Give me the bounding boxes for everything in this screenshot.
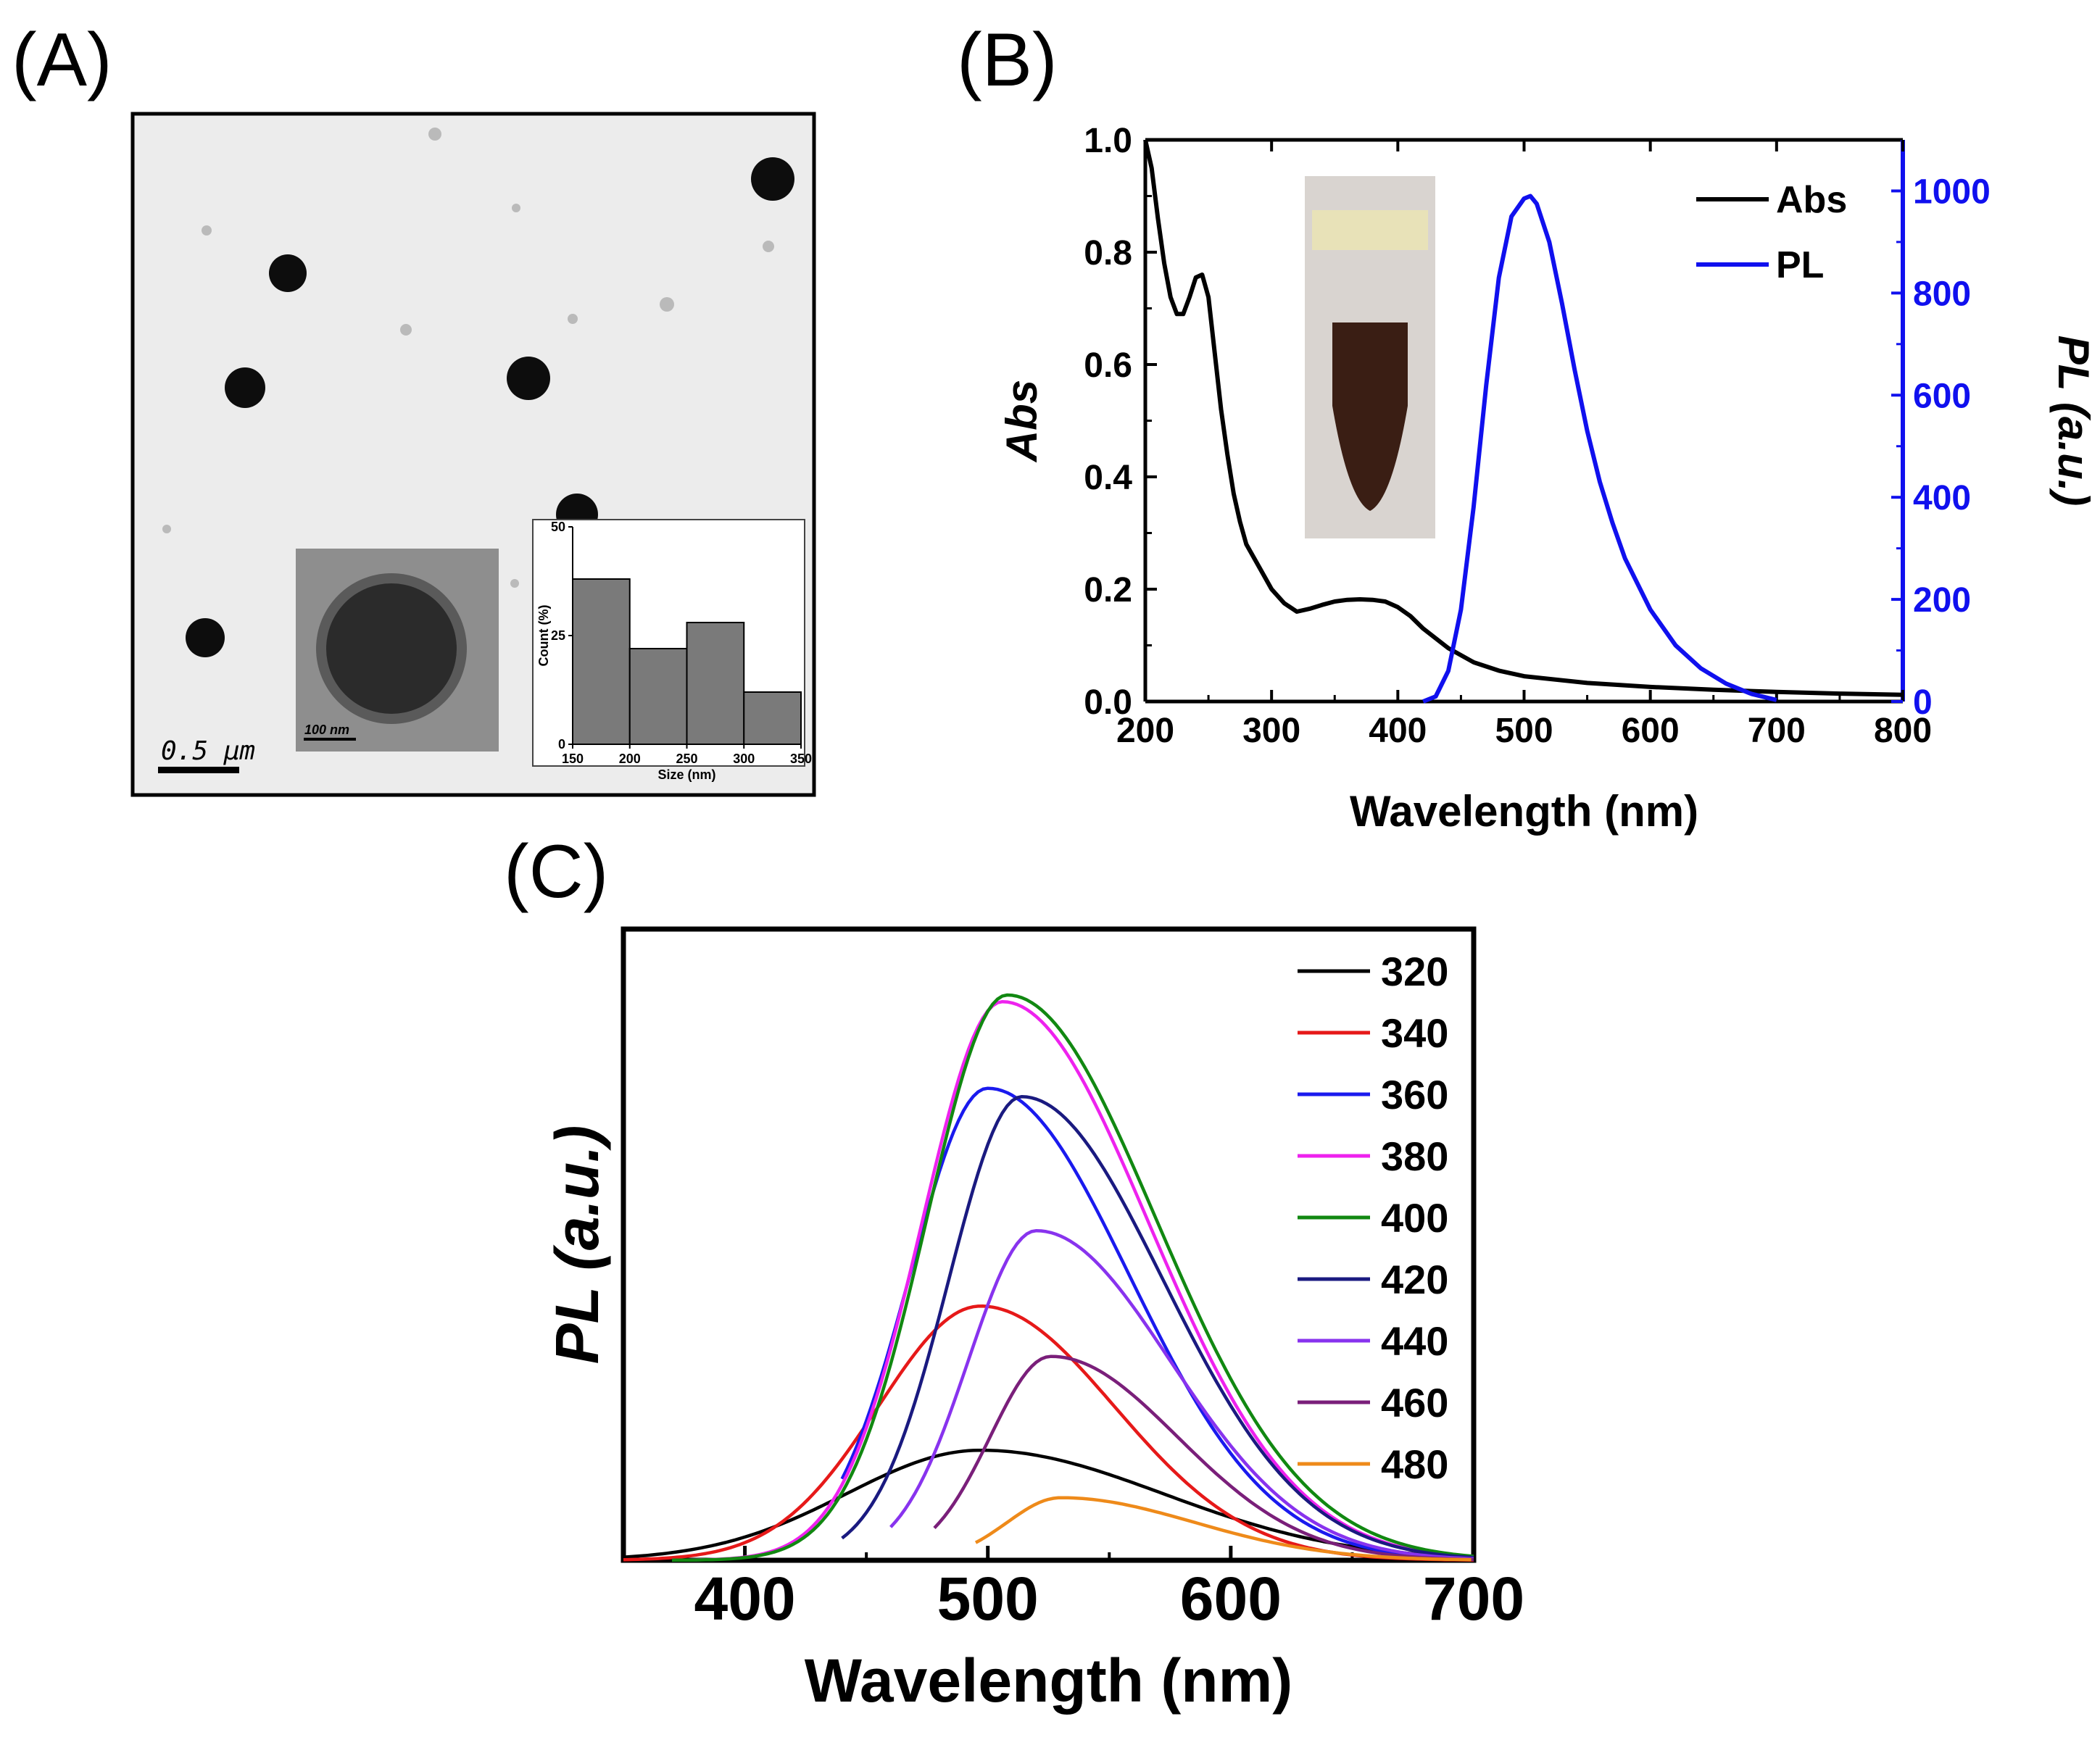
b-x-tick-label: 300 (1242, 712, 1300, 750)
c-legend-label-380: 380 (1381, 1133, 1448, 1179)
b-x-tick-label: 500 (1495, 712, 1553, 750)
b-y2-tick-label: 1000 (1913, 172, 1991, 211)
panel-a-label: (A) (12, 18, 112, 102)
c-legend-label-420: 420 (1381, 1257, 1448, 1302)
c-series-480 (974, 1496, 1472, 1562)
inset-scale-bar-label: 100 nm (304, 723, 349, 737)
b-y2-axis-title: PL (a.u.) (2049, 336, 2098, 507)
b-y-tick-label: 0.8 (1084, 234, 1132, 272)
c-series-340 (623, 1304, 1474, 1562)
b-y2-tick-label: 600 (1913, 377, 1971, 415)
micrograph-debris (162, 128, 774, 588)
hist-x-axis-title: Size (nm) (657, 767, 715, 782)
hist-y-tick-label: 0 (558, 737, 565, 752)
b-x-axis-title: Wavelength (nm) (1350, 787, 1698, 836)
b-y-tick-label: 0.2 (1084, 571, 1132, 609)
b-series-abs (1143, 139, 1904, 697)
hist-x-tick-label: 200 (619, 752, 641, 766)
hist-x-tick-label: 350 (790, 752, 812, 766)
b-y2-tick-label: 0 (1913, 683, 1933, 722)
b-x-tick-label: 700 (1748, 712, 1806, 750)
micrograph-particles (186, 157, 794, 657)
c-y-axis-title: PL (a.u.) (543, 1125, 611, 1365)
tem-inset: 100 nm (296, 549, 499, 752)
c-legend-label-440: 440 (1381, 1318, 1448, 1364)
b-x-tick-label: 600 (1622, 712, 1680, 750)
hist-x-tick-label: 250 (676, 752, 697, 766)
b-legend-label-pl: PL (1776, 244, 1824, 286)
vial-liquid (1332, 322, 1408, 511)
b-legend-label-abs: Abs (1776, 179, 1847, 221)
c-legend-label-360: 360 (1381, 1072, 1448, 1117)
c-legend-label-320: 320 (1381, 949, 1448, 994)
hist-bar (572, 578, 631, 745)
hist-bar (628, 648, 688, 745)
tem-particle-core (326, 583, 457, 714)
b-y-tick-label: 0.0 (1084, 683, 1132, 722)
hist-bar (686, 622, 745, 745)
hist-x-tick-label: 150 (562, 752, 584, 766)
c-series-380 (672, 999, 1474, 1562)
c-series-420 (841, 1094, 1474, 1560)
b-y2-tick-label: 800 (1913, 275, 1971, 313)
c-series-360 (840, 1086, 1474, 1561)
panel-b-label: (B) (957, 18, 1058, 102)
vial-cap (1312, 210, 1428, 250)
b-y2-tick-label: 200 (1913, 581, 1971, 620)
c-x-tick-label: 500 (937, 1565, 1039, 1633)
c-x-tick-label: 700 (1423, 1565, 1524, 1633)
b-y-tick-label: 1.0 (1084, 122, 1132, 160)
c-plot-frame (621, 926, 1477, 1563)
hist-x-tick-label: 300 (733, 752, 755, 766)
scale-bar-label: 0.5 μm (161, 736, 255, 766)
c-series-400 (671, 993, 1474, 1562)
scale-bar (158, 767, 239, 773)
c-series-440 (889, 1228, 1474, 1561)
b-y-axis-title: Abs (997, 380, 1046, 463)
panel-a-micrograph: 0.5 μm 100 nm 150 200 250 300 350 0 25 50 Size (… (130, 112, 816, 797)
b-y-tick-label: 0.4 (1084, 459, 1132, 497)
b-x-tick-label: 200 (1116, 712, 1174, 750)
inset-scale-bar (304, 738, 356, 741)
c-x-tick-label: 600 (1180, 1565, 1282, 1633)
chart-c: 400 500 600 700 Wavelength (nm) PL (a.u.) 320 3… (543, 926, 1524, 1715)
chart-b: 200 300 400 500 600 700 800 0.0 0.2 0.4 0.6 0.8 1.0 0… (997, 122, 2098, 836)
b-x-tick-label: 400 (1369, 712, 1427, 750)
c-x-axis-title: Wavelength (nm) (805, 1647, 1293, 1715)
c-legend-label-480: 480 (1381, 1441, 1448, 1487)
hist-bar (743, 691, 802, 745)
b-y2-tick-label: 400 (1913, 479, 1971, 517)
b-x-tick-label: 800 (1874, 712, 1932, 750)
hist-y-tick-label: 25 (551, 628, 565, 643)
vial-photo-inset (1305, 176, 1435, 538)
c-series-460 (933, 1354, 1474, 1562)
c-legend-label-400: 400 (1381, 1195, 1448, 1241)
panel-c-label: (C) (504, 830, 608, 914)
b-y-tick-label: 0.6 (1084, 346, 1132, 385)
histogram-inset: 150 200 250 300 350 0 25 50 Size (nm) Count (%) (532, 519, 812, 782)
hist-y-axis-title: Count (%) (536, 605, 551, 667)
c-x-tick-label: 400 (694, 1565, 795, 1633)
b-series-pl (1422, 193, 1777, 704)
hist-y-tick-label: 50 (551, 520, 565, 534)
c-legend-label-460: 460 (1381, 1380, 1448, 1425)
c-legend-label-340: 340 (1381, 1010, 1448, 1056)
